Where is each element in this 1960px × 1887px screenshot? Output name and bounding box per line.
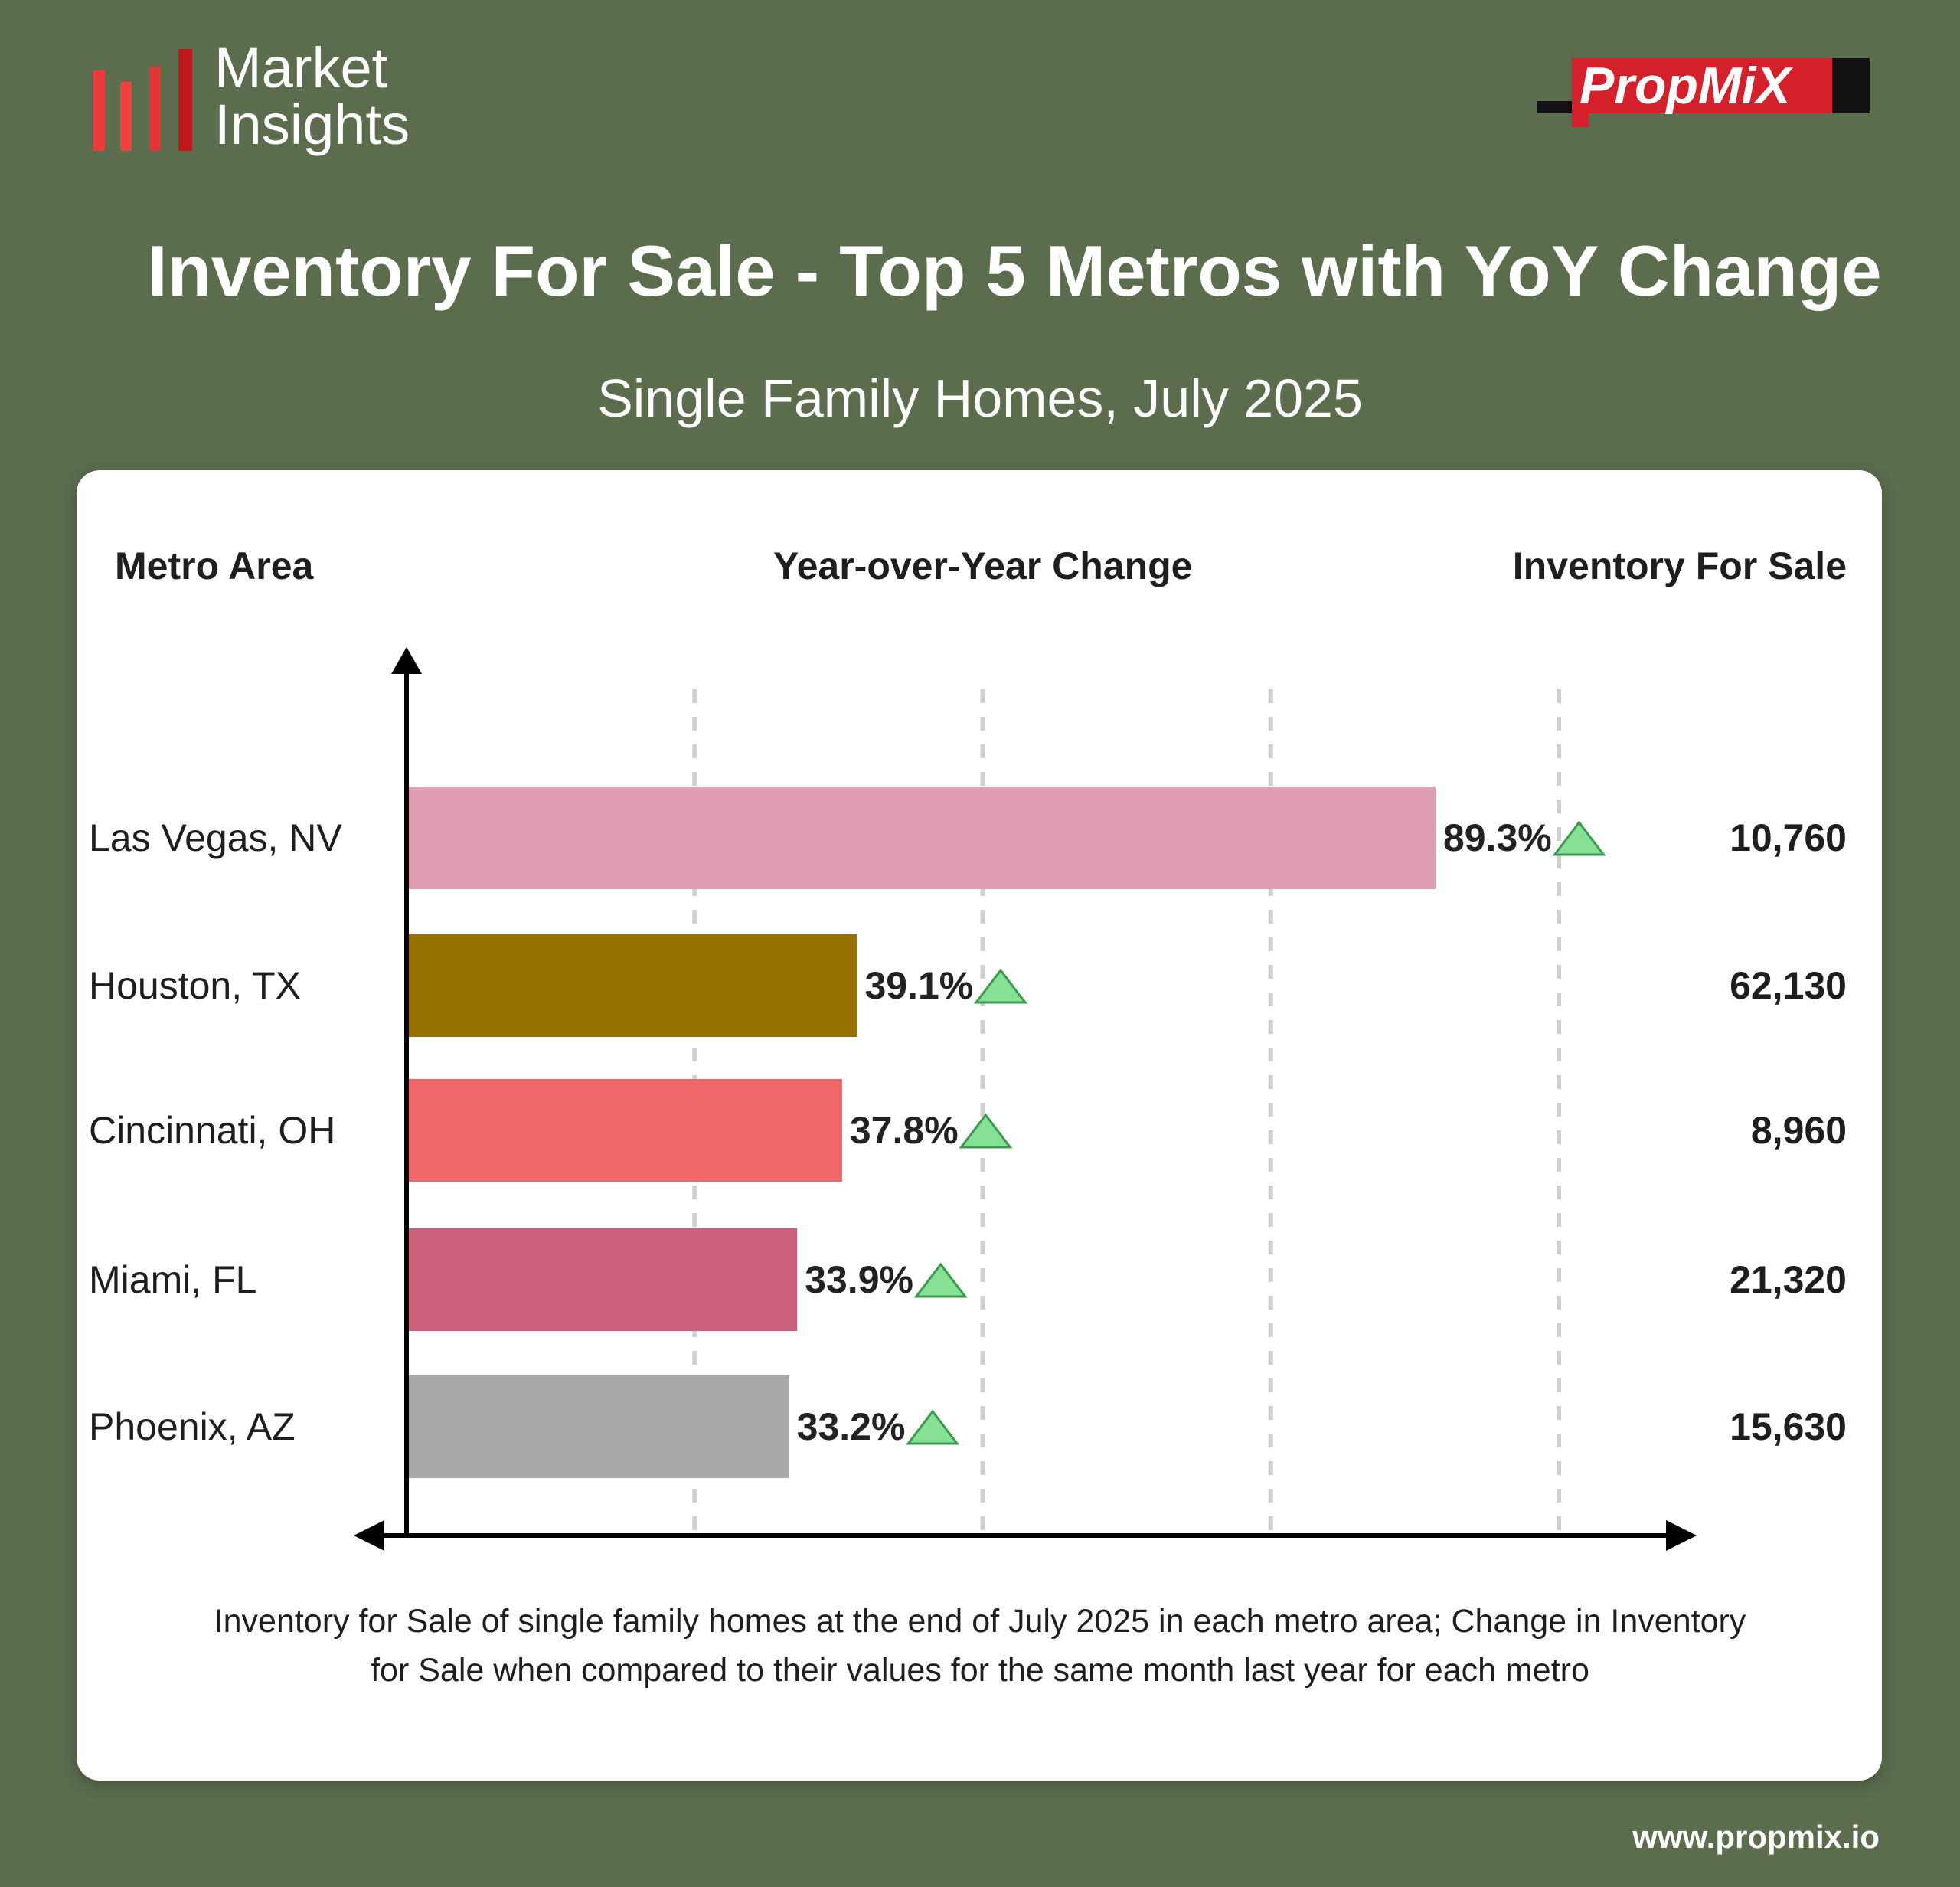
page-title: Inventory For Sale - Top 5 Metros with Y…: [147, 231, 1882, 311]
inventory-value: 62,130: [1730, 964, 1847, 1007]
value-label: 33.9%: [805, 1258, 913, 1301]
logo-line2: Insights: [214, 93, 410, 156]
trend-up-icon: [959, 1113, 1013, 1149]
x-axis-right-arrow-icon: [1666, 1520, 1697, 1551]
footnote: Inventory for Sale of single family home…: [214, 1603, 1746, 1689]
metro-label: Houston, TX: [89, 964, 302, 1007]
value-label: 37.8%: [850, 1109, 959, 1152]
header-yoy-change: Year-over-Year Change: [773, 545, 1193, 587]
page-subtitle: Single Family Homes, July 2025: [597, 368, 1363, 428]
logo-line1: Market: [214, 36, 388, 100]
metro-label: Miami, FL: [89, 1258, 257, 1301]
inventory-value: 15,630: [1730, 1405, 1847, 1448]
x-axis-left-arrow-icon: [354, 1520, 384, 1551]
market-insights-logo-text: Market Insights: [214, 40, 410, 153]
website-link[interactable]: www.propmix.io: [1632, 1819, 1880, 1855]
propmix-logo-text: PropMiX: [1579, 57, 1791, 115]
propmix-logo: PropMiX: [1537, 57, 1870, 127]
inventory-value: 8,960: [1750, 1109, 1847, 1152]
bar-1: [407, 934, 858, 1037]
bar-0: [407, 787, 1436, 889]
bar-4: [407, 1375, 789, 1478]
trend-up-icon: [1552, 820, 1606, 856]
bar-2: [407, 1079, 842, 1182]
value-label: 33.2%: [797, 1405, 906, 1448]
metro-label: Phoenix, AZ: [89, 1405, 296, 1448]
value-label: 89.3%: [1443, 816, 1552, 859]
header-metro-area: Metro Area: [115, 545, 314, 587]
value-label: 39.1%: [864, 964, 973, 1007]
metro-label: Cincinnati, OH: [89, 1109, 336, 1152]
trend-up-icon: [913, 1262, 968, 1298]
y-axis-arrow-icon: [391, 647, 422, 674]
market-insights-logo-icon: [93, 49, 192, 151]
inventory-value: 21,320: [1730, 1258, 1847, 1301]
bar-3: [407, 1228, 798, 1331]
inventory-value: 10,760: [1730, 816, 1847, 859]
trend-up-icon: [973, 968, 1027, 1004]
metro-label: Las Vegas, NV: [89, 816, 342, 859]
trend-up-icon: [906, 1409, 960, 1445]
header-inventory: Inventory For Sale: [1512, 545, 1847, 587]
